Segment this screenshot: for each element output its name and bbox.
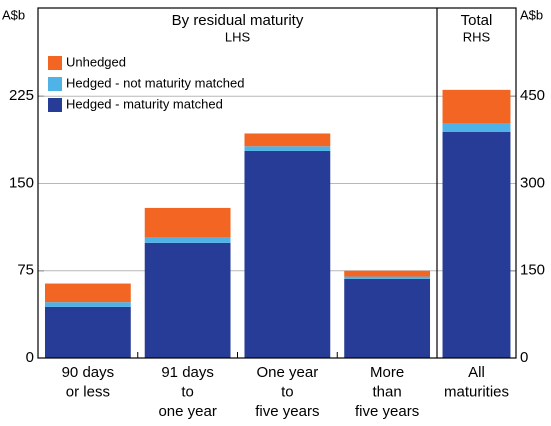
- bar-segment: [144, 237, 231, 243]
- x-tick-label: More: [370, 364, 404, 381]
- panel-title: Total: [461, 12, 493, 29]
- x-tick-label: 90 days: [62, 364, 115, 381]
- y2-tick-label: 150: [520, 262, 545, 279]
- legend-label: Hedged - not maturity matched: [66, 75, 244, 90]
- y2-tick-label: 0: [520, 349, 528, 366]
- x-tick-label: One year: [257, 364, 319, 381]
- x-tick-label: to: [181, 383, 194, 400]
- legend-swatch: [48, 56, 62, 70]
- bar-segment: [144, 242, 231, 358]
- axis-unit: A$b: [520, 7, 543, 22]
- bar-segment: [244, 150, 331, 358]
- bar-segment: [442, 89, 511, 124]
- x-tick-label: one year: [158, 403, 216, 420]
- x-tick-label: All: [468, 364, 485, 381]
- panel-title: By residual maturity: [172, 12, 304, 29]
- y-tick-label: 225: [9, 87, 34, 104]
- x-tick-label: 91 days: [161, 364, 214, 381]
- bar-segment: [442, 123, 511, 132]
- y-tick-label: 0: [26, 349, 34, 366]
- x-tick-label: than: [373, 383, 402, 400]
- panel-subtitle: LHS: [225, 29, 251, 44]
- bar-segment: [244, 146, 331, 151]
- legend-swatch: [48, 77, 62, 91]
- x-tick-label: or less: [66, 383, 110, 400]
- panel-subtitle: RHS: [463, 29, 491, 44]
- y-tick-label: 150: [9, 174, 34, 191]
- bar-segment: [344, 278, 431, 358]
- bar-segment: [44, 306, 131, 358]
- y2-tick-label: 450: [520, 87, 545, 104]
- axis-unit: A$b: [2, 7, 25, 22]
- y-tick-label: 75: [17, 262, 34, 279]
- bar-segment: [344, 270, 431, 277]
- legend-label: Unhedged: [66, 54, 126, 69]
- plot-frame: [37, 7, 517, 359]
- bar-segment: [344, 276, 431, 279]
- legend-swatch: [48, 98, 62, 112]
- legend-label: Hedged - maturity matched: [66, 96, 223, 111]
- x-tick-label: five years: [355, 403, 419, 420]
- y2-tick-label: 300: [520, 174, 545, 191]
- bar-segment: [44, 283, 131, 303]
- bar-segment: [144, 207, 231, 238]
- bar-segment: [442, 131, 511, 358]
- x-tick-label: to: [281, 383, 294, 400]
- bar-segment: [44, 302, 131, 307]
- bar-segment: [244, 133, 331, 147]
- x-tick-label: maturities: [444, 383, 509, 400]
- x-tick-label: five years: [255, 403, 319, 420]
